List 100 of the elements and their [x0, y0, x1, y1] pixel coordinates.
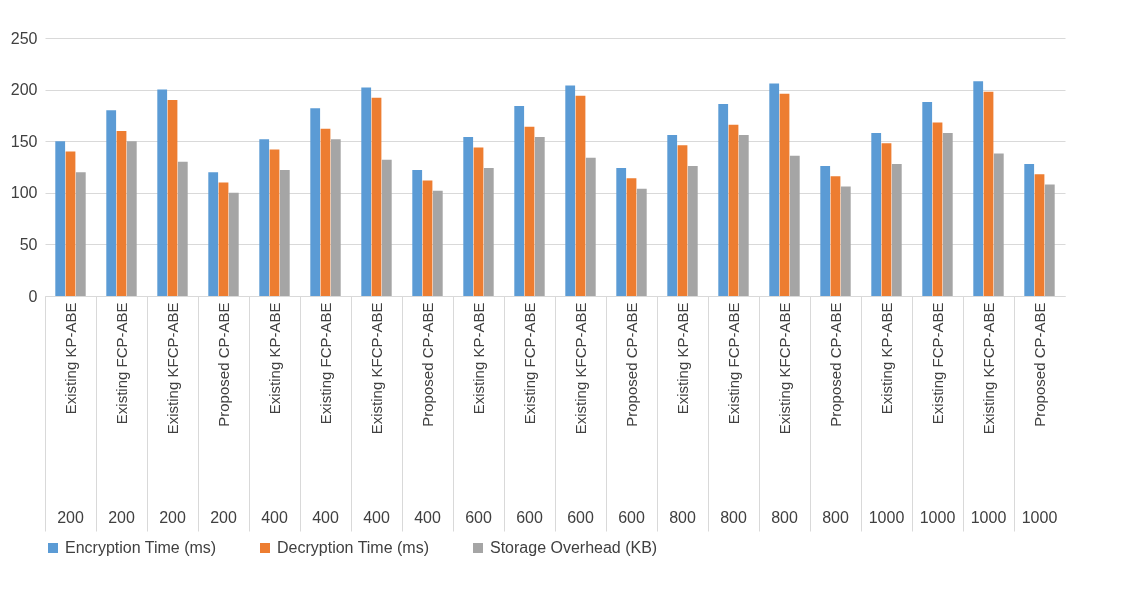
- bar: [667, 135, 678, 296]
- bar: [361, 87, 372, 296]
- text: 200: [159, 509, 186, 526]
- text: 1000: [1021, 509, 1058, 526]
- x-tick-label: Proposed CP-ABE: [1030, 302, 1048, 427]
- bar: [177, 161, 188, 296]
- bar: [616, 168, 627, 296]
- text: 600: [567, 509, 594, 526]
- y-tick-label: 0: [28, 287, 38, 305]
- bar: [1044, 184, 1055, 296]
- bar: [310, 108, 321, 296]
- bar: [228, 192, 239, 296]
- text: 800: [822, 509, 849, 526]
- text: 1000: [868, 509, 905, 526]
- text: 200: [57, 509, 84, 526]
- bar: [922, 101, 933, 296]
- bar: [973, 81, 984, 296]
- text: 1000: [970, 509, 1007, 526]
- x-tick-label: Existing KFCP-ABE: [775, 302, 793, 435]
- text: 1000: [919, 509, 956, 526]
- bar: [463, 137, 474, 296]
- bar: [636, 188, 647, 296]
- bar: [116, 130, 127, 296]
- bar: [575, 95, 586, 296]
- bar: [1024, 163, 1035, 296]
- bar: [626, 178, 637, 296]
- legend-label: Decryption Time (ms): [277, 539, 430, 556]
- bar: [381, 159, 392, 296]
- bar: [75, 172, 86, 296]
- bar: [728, 124, 739, 296]
- text: 600: [465, 509, 492, 526]
- legend-label: Encryption Time (ms): [65, 539, 217, 556]
- x-tick-label: Existing KP-ABE: [673, 302, 691, 415]
- bar: [126, 141, 137, 296]
- legend-label: Storage Overhead (KB): [490, 539, 658, 556]
- bar: [106, 110, 117, 296]
- x-tick-label: Existing KP-ABE: [61, 302, 79, 415]
- text: 800: [669, 509, 696, 526]
- x-tick-label: Proposed CP-ABE: [826, 302, 844, 427]
- y-tick-label: 200: [10, 81, 38, 99]
- x-tick-label: Existing FCP-ABE: [928, 302, 946, 425]
- bar: [65, 151, 76, 296]
- bar: [738, 135, 749, 296]
- bar: [167, 99, 178, 296]
- x-tick-label: Existing KFCP-ABE: [979, 302, 997, 435]
- bar: [891, 163, 902, 296]
- bar: [1034, 174, 1045, 296]
- bar: [483, 168, 494, 296]
- y-tick-label: 50: [19, 235, 38, 253]
- bar: [157, 89, 168, 296]
- text: 600: [516, 509, 543, 526]
- text: 600: [618, 509, 645, 526]
- y-tick-label: 250: [10, 29, 38, 47]
- x-tick-label: Existing KP-ABE: [469, 302, 487, 415]
- bar: [718, 104, 729, 296]
- text: 400: [414, 509, 441, 526]
- bar: [881, 143, 892, 296]
- text: 800: [771, 509, 798, 526]
- bar: [993, 153, 1004, 296]
- text: 400: [363, 509, 390, 526]
- bar: [585, 157, 596, 296]
- x-tick-label: Proposed CP-ABE: [214, 302, 232, 427]
- x-tick-label: Existing KP-ABE: [877, 302, 895, 415]
- bar: [932, 122, 943, 296]
- bar: [942, 132, 953, 296]
- bar: [789, 155, 800, 296]
- bar: [269, 149, 280, 296]
- bar: [259, 139, 270, 296]
- bar: [208, 172, 219, 296]
- x-tick-label: Existing KFCP-ABE: [367, 302, 385, 435]
- bar: [432, 190, 443, 296]
- y-tick-label: 100: [10, 184, 38, 202]
- bar: [565, 85, 576, 296]
- bar: [279, 170, 290, 296]
- text: 200: [108, 509, 135, 526]
- bar: [55, 141, 66, 296]
- bar: [218, 182, 229, 296]
- bar: [983, 91, 994, 296]
- bar: [412, 170, 423, 296]
- x-tick-label: Existing KFCP-ABE: [571, 302, 589, 435]
- bar: [769, 83, 780, 296]
- bar: [371, 97, 382, 296]
- bar: [330, 139, 341, 296]
- bar: [320, 128, 331, 296]
- x-tick-label: Existing FCP-ABE: [112, 302, 130, 425]
- x-tick-label: Existing FCP-ABE: [316, 302, 334, 425]
- x-tick-label: Existing FCP-ABE: [520, 302, 538, 425]
- bar: [820, 165, 831, 296]
- bar: [840, 186, 851, 296]
- text: 400: [312, 509, 339, 526]
- bar: [779, 93, 790, 296]
- y-tick-label: 150: [10, 132, 38, 150]
- bar: [830, 176, 841, 296]
- bar: [524, 126, 535, 296]
- text: 400: [261, 509, 288, 526]
- bar: [677, 145, 688, 296]
- bar: [514, 106, 525, 296]
- x-tick-label: Existing FCP-ABE: [724, 302, 742, 425]
- text: 800: [720, 509, 747, 526]
- bar: [422, 180, 433, 296]
